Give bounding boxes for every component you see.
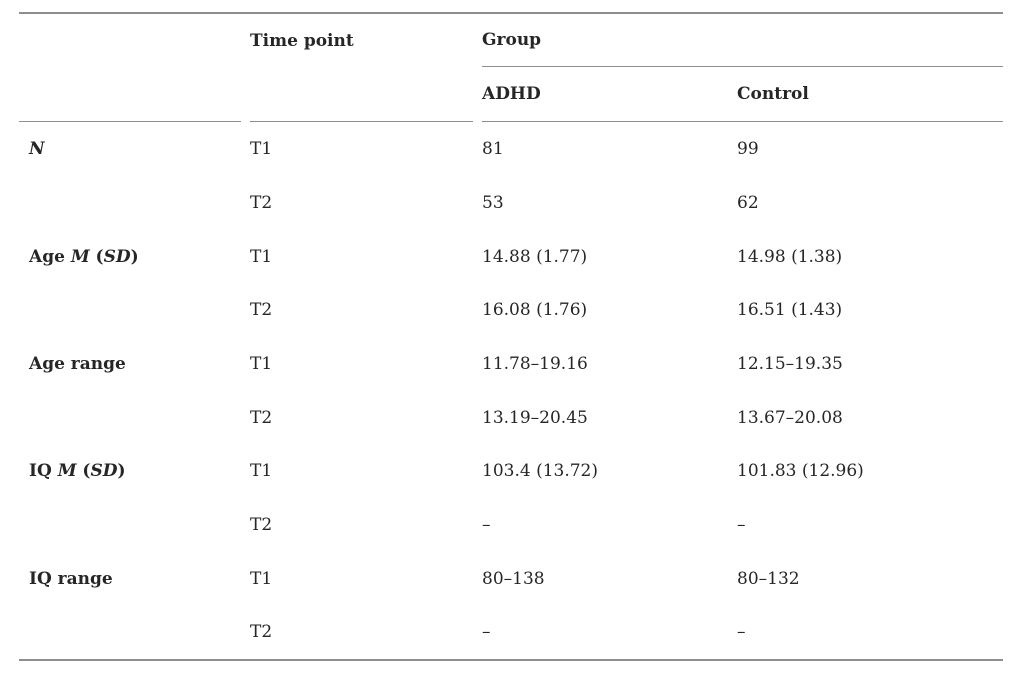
control-value-cell: 14.98 (1.38) bbox=[737, 246, 843, 267]
adhd-value-cell: 16.08 (1.76) bbox=[482, 300, 588, 321]
table-row: Age M (SD) T1 14.88 (1.77) 14.98 (1.38) bbox=[19, 230, 1003, 284]
time-point-cell: T2 bbox=[250, 192, 273, 213]
control-value-cell: 12.15–19.35 bbox=[737, 353, 843, 374]
group-label: Group bbox=[482, 30, 542, 50]
time-point-cell: T1 bbox=[250, 568, 273, 589]
table-bottom-rule bbox=[19, 659, 1003, 662]
adhd-value-cell: 80–138 bbox=[482, 568, 545, 589]
control-value-cell: 62 bbox=[737, 192, 759, 213]
time-point-cell: T1 bbox=[250, 461, 273, 482]
header-bottom-rules bbox=[19, 121, 1003, 123]
control-value-cell: – bbox=[737, 622, 746, 643]
table-row: T2 – – bbox=[19, 606, 1003, 660]
header-row-1: Time point Group bbox=[19, 14, 1003, 67]
control-value-cell: 99 bbox=[737, 139, 759, 160]
rule-segment bbox=[250, 121, 473, 123]
adhd-value-cell: 13.19–20.45 bbox=[482, 407, 588, 428]
time-point-cell: T2 bbox=[250, 407, 273, 428]
adhd-value-cell: 11.78–19.16 bbox=[482, 353, 588, 374]
table-row: T2 16.08 (1.76) 16.51 (1.43) bbox=[19, 283, 1003, 337]
table-row: IQ range T1 80–138 80–132 bbox=[19, 552, 1003, 606]
time-point-label: Time point bbox=[250, 30, 354, 51]
row-label: Age M (SD) bbox=[29, 246, 139, 267]
table-top-rule bbox=[19, 12, 1003, 14]
control-value-cell: 13.67–20.08 bbox=[737, 407, 843, 428]
table-row: T2 – – bbox=[19, 498, 1003, 552]
row-label: N bbox=[29, 139, 45, 160]
table-row: N T1 81 99 bbox=[19, 122, 1003, 176]
adhd-value-cell: 103.4 (13.72) bbox=[482, 461, 599, 482]
time-point-cell: T1 bbox=[250, 139, 273, 160]
adhd-value-cell: – bbox=[482, 515, 491, 536]
adhd-value-cell: 14.88 (1.77) bbox=[482, 246, 588, 267]
time-point-cell: T1 bbox=[250, 353, 273, 374]
adhd-value-cell: 81 bbox=[482, 139, 504, 160]
header-group: Group bbox=[482, 14, 1003, 67]
header-row-2: ADHD Control bbox=[19, 67, 1003, 121]
time-point-cell: T1 bbox=[250, 246, 273, 267]
time-point-cell: T2 bbox=[250, 300, 273, 321]
header-empty-cell bbox=[19, 14, 250, 67]
control-value-cell: 101.83 (12.96) bbox=[737, 461, 864, 482]
column-header-control: Control bbox=[737, 84, 809, 104]
table-row: T2 53 62 bbox=[19, 176, 1003, 230]
control-value-cell: 16.51 (1.43) bbox=[737, 300, 843, 321]
table-row: IQ M (SD) T1 103.4 (13.72) 101.83 (12.96… bbox=[19, 445, 1003, 499]
row-label: IQ M (SD) bbox=[29, 461, 126, 482]
table-row: T2 13.19–20.45 13.67–20.08 bbox=[19, 391, 1003, 445]
adhd-value-cell: – bbox=[482, 622, 491, 643]
table-row: Age range T1 11.78–19.16 12.15–19.35 bbox=[19, 337, 1003, 391]
header-time-point: Time point bbox=[250, 14, 482, 67]
time-point-cell: T2 bbox=[250, 622, 273, 643]
rule-segment bbox=[482, 121, 1003, 123]
column-header-adhd: ADHD bbox=[482, 84, 541, 104]
adhd-value-cell: 53 bbox=[482, 192, 504, 213]
row-label: IQ range bbox=[29, 568, 113, 589]
row-label: Age range bbox=[29, 353, 126, 374]
control-value-cell: 80–132 bbox=[737, 568, 800, 589]
demographics-table: Time point Group ADHD Control N T1 81 99… bbox=[19, 12, 1003, 662]
control-value-cell: – bbox=[737, 515, 746, 536]
group-subcolumns: ADHD Control bbox=[482, 84, 1003, 104]
time-point-cell: T2 bbox=[250, 515, 273, 536]
rule-segment bbox=[19, 121, 241, 123]
